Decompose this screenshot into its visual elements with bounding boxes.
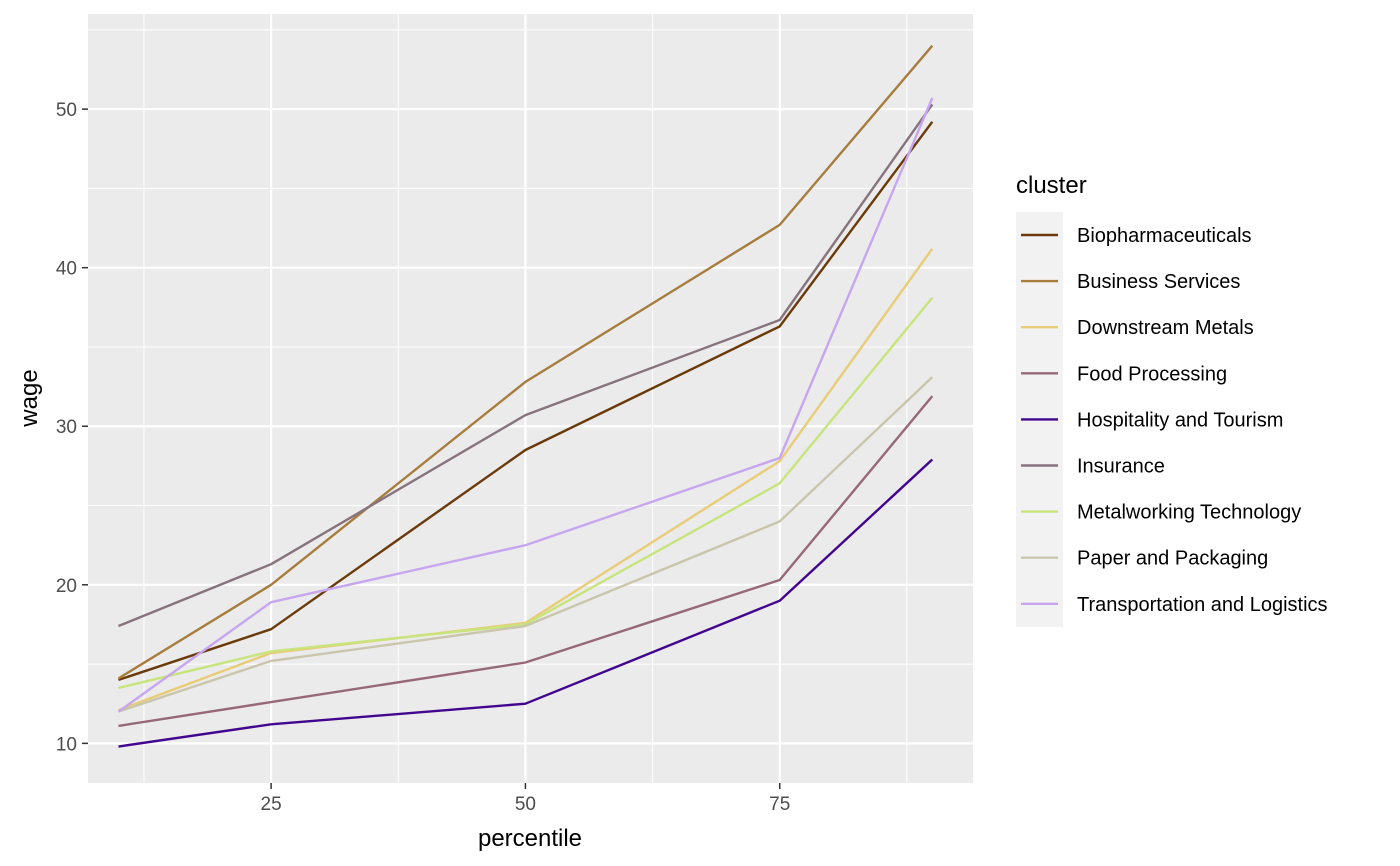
series-line-5 — [118, 103, 934, 628]
series-line-8 — [117, 97, 934, 713]
legend-label-5: Insurance — [1077, 456, 1165, 478]
panel-background — [88, 14, 973, 783]
x-axis: 25 50 75 — [261, 783, 790, 815]
y-axis: 10 20 30 40 50 — [56, 100, 88, 755]
legend-title: cluster — [1016, 172, 1087, 199]
series-line-2 — [118, 247, 934, 712]
series-line-4 — [118, 458, 934, 748]
legend-label-3: Food Processing — [1077, 363, 1227, 385]
series-line-6 — [118, 297, 934, 690]
x-axis-title: percentile — [478, 825, 582, 852]
x-tick-label: 75 — [769, 794, 790, 815]
y-tick-label: 10 — [56, 734, 77, 755]
x-tick-label: 25 — [261, 794, 282, 815]
legend-entries: Biopharmaceuticals Business Services Downs… — [1021, 225, 1328, 616]
series-line-0 — [118, 121, 934, 682]
legend-label-8: Transportation and Logistics — [1077, 594, 1328, 616]
y-axis-title: wage — [16, 369, 43, 427]
series-line-7 — [118, 376, 934, 713]
y-tick-label: 20 — [56, 576, 77, 597]
y-tick-label: 50 — [56, 100, 77, 121]
legend-label-4: Hospitality and Tourism — [1077, 409, 1283, 431]
x-tick-label: 50 — [515, 794, 536, 815]
grid-lines — [88, 14, 973, 783]
legend-label-2: Downstream Metals — [1077, 317, 1254, 339]
series-line-3 — [118, 395, 934, 728]
y-tick-label: 40 — [56, 259, 77, 280]
legend-label-1: Business Services — [1077, 271, 1240, 293]
legend-label-6: Metalworking Technology — [1077, 502, 1301, 524]
legend-label-7: Paper and Packaging — [1077, 548, 1268, 570]
series-line-1 — [117, 44, 934, 680]
legend-label-0: Biopharmaceuticals — [1077, 225, 1252, 247]
series-lines — [117, 44, 934, 748]
y-tick-label: 30 — [56, 417, 77, 438]
legend: cluster Biopharmaceuticals Business Servi… — [1016, 172, 1328, 627]
